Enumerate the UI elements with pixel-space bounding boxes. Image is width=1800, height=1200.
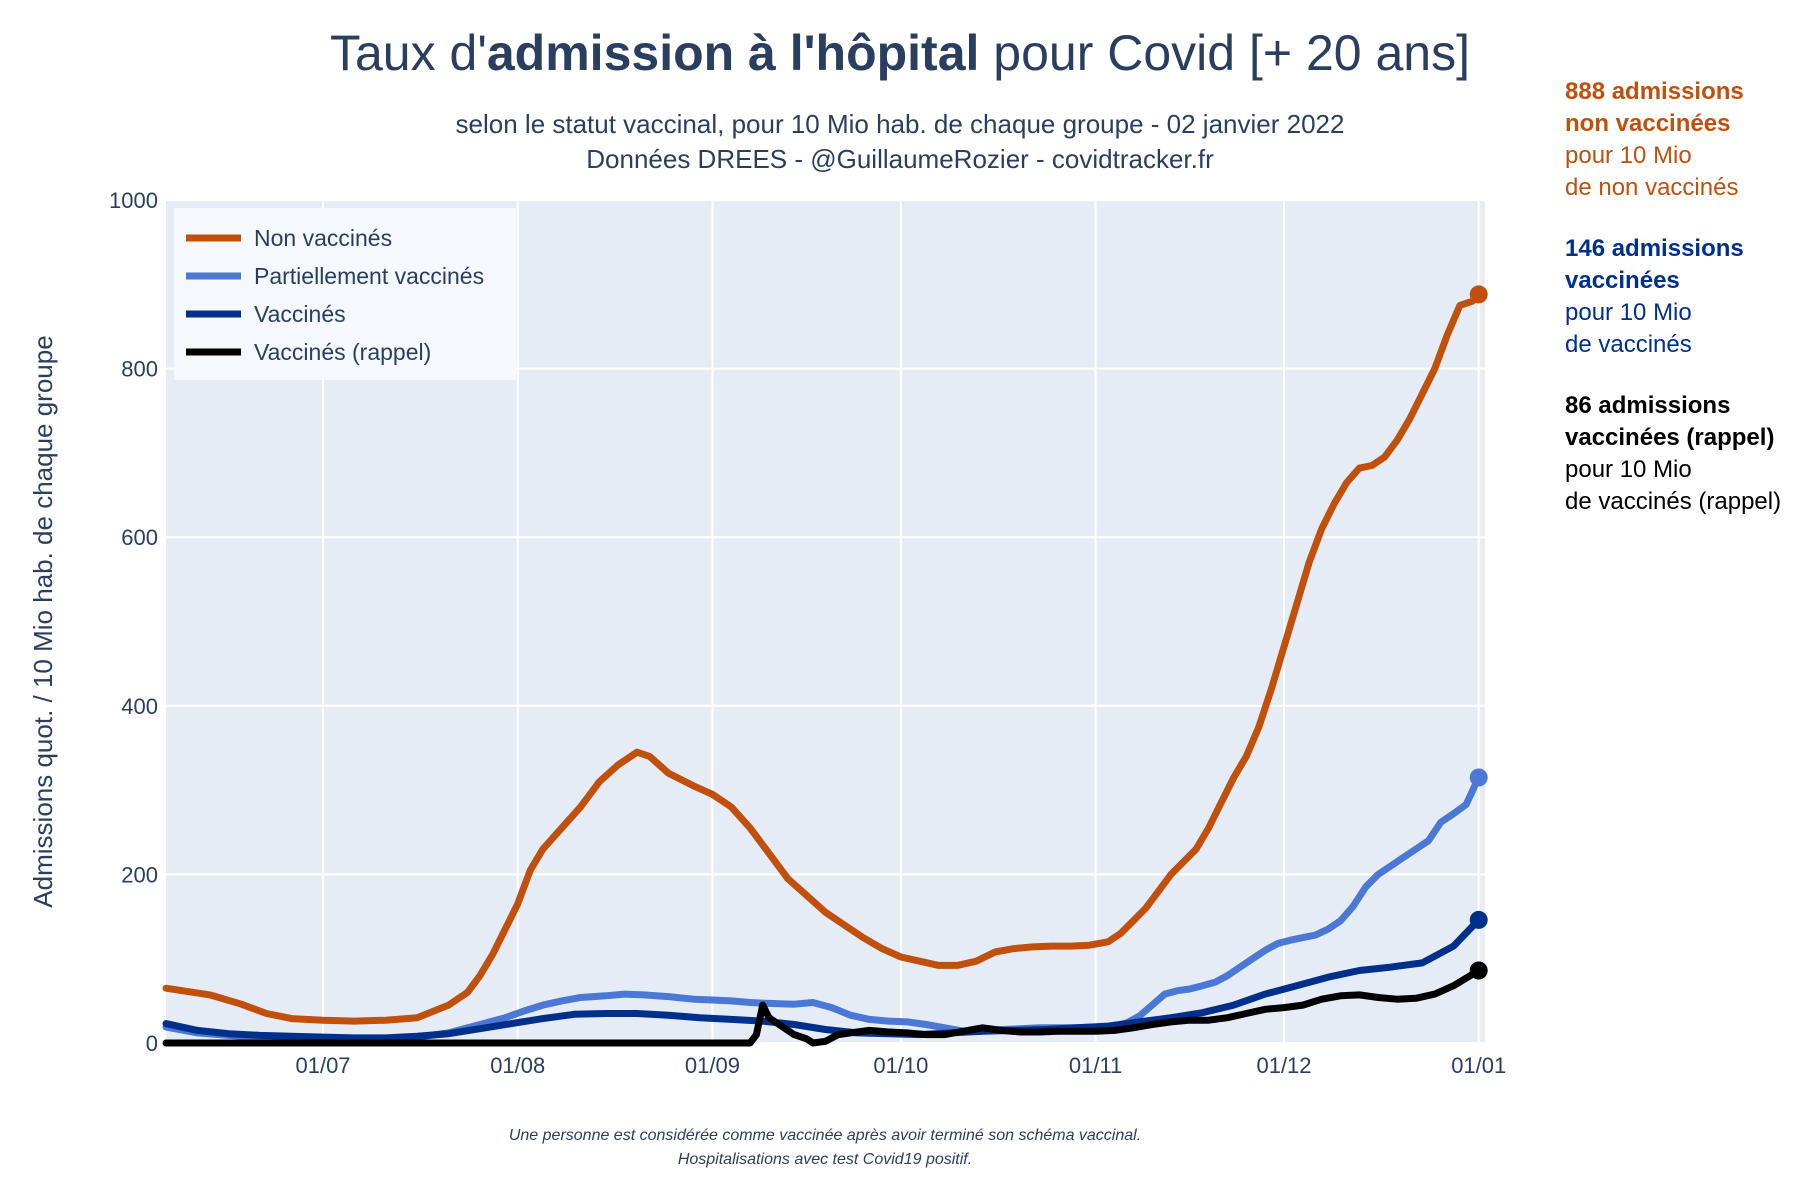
annotation-text-line2: de vaccinés (rappel) bbox=[1565, 488, 1782, 515]
y-tick-label: 800 bbox=[121, 357, 158, 382]
chart-title: Taux d'admission à l'hôpital pour Covid … bbox=[330, 25, 1470, 81]
annotation-non-vaccines: 888 admissions non vaccinées pour 10 Mio… bbox=[1565, 76, 1744, 204]
series-lines bbox=[162, 290, 1483, 1047]
footnote-line1: Une personne est considérée comme vaccin… bbox=[509, 1127, 1141, 1144]
annotation-title-line2: vaccinées (rappel) bbox=[1565, 424, 1775, 451]
y-tick-label: 400 bbox=[121, 694, 158, 719]
annotation-text-line1: pour 10 Mio bbox=[1565, 142, 1692, 169]
legend-label[interactable]: Non vaccinés bbox=[254, 225, 392, 251]
annotation-title-line1: 146 admissions bbox=[1565, 235, 1744, 262]
footnote-line2: Hospitalisations avec test Covid19 posit… bbox=[678, 1151, 972, 1168]
annotation-title-line2: non vaccinées bbox=[1565, 110, 1731, 137]
y-tick-label: 1000 bbox=[109, 188, 158, 213]
annotation-text-line1: pour 10 Mio bbox=[1565, 456, 1692, 483]
y-tick-label: 200 bbox=[121, 862, 158, 887]
legend-label[interactable]: Vaccinés bbox=[254, 301, 346, 327]
chart-subtitle-line1: selon le statut vaccinal, pour 10 Mio ha… bbox=[456, 109, 1345, 139]
series-end-marker-3 bbox=[1469, 961, 1488, 980]
y-axis-label: Admissions quot. / 10 Mio hab. de chaque… bbox=[28, 335, 58, 907]
x-tick-label: 01/09 bbox=[685, 1053, 740, 1078]
annotation-rappel: 86 admissions vaccinées (rappel) pour 10… bbox=[1565, 390, 1781, 518]
y-tick-label: 600 bbox=[121, 525, 158, 550]
annotation-title-line1: 86 admissions bbox=[1565, 392, 1731, 419]
x-tick-label: 01/07 bbox=[295, 1053, 350, 1078]
annotation-text-line1: pour 10 Mio bbox=[1565, 299, 1692, 326]
series-line-3 bbox=[162, 967, 1483, 1047]
x-tick-label: 01/11 bbox=[1069, 1053, 1122, 1078]
legend-label[interactable]: Partiellement vaccinés bbox=[254, 263, 484, 289]
axis-ticks: 0 200 400 600 800 1000 01/07 01/08 01/09 01/10 01/… bbox=[109, 188, 1506, 1078]
series-line-2 bbox=[162, 916, 1483, 1042]
y-tick-label: 0 bbox=[146, 1031, 158, 1056]
series-end-marker-2 bbox=[1469, 910, 1488, 929]
grid-lines bbox=[166, 199, 1485, 1044]
annotation-text-line2: de vaccinés bbox=[1565, 331, 1692, 358]
annotation-vaccines: 146 admissions vaccinées pour 10 Mio de … bbox=[1565, 233, 1744, 361]
x-tick-label: 01/01 bbox=[1451, 1053, 1506, 1078]
x-tick-label: 01/08 bbox=[490, 1053, 545, 1078]
chart-subtitle-line2: Données DREES - @GuillaumeRozier - covid… bbox=[586, 144, 1214, 174]
annotation-title-line2: vaccinées bbox=[1565, 267, 1680, 294]
x-tick-label: 01/12 bbox=[1256, 1053, 1311, 1078]
legend[interactable]: Non vaccinés Partiellement vaccinés Vaccin… bbox=[174, 208, 516, 380]
series-end-marker-1 bbox=[1469, 768, 1488, 787]
legend-label[interactable]: Vaccinés (rappel) bbox=[254, 339, 431, 365]
x-tick-label: 01/10 bbox=[873, 1053, 928, 1078]
series-end-markers bbox=[1469, 285, 1488, 980]
series-line-0 bbox=[162, 290, 1483, 1025]
annotation-title-line1: 888 admissions bbox=[1565, 78, 1744, 105]
series-end-marker-0 bbox=[1469, 285, 1488, 304]
annotation-text-line2: de non vaccinés bbox=[1565, 174, 1739, 201]
